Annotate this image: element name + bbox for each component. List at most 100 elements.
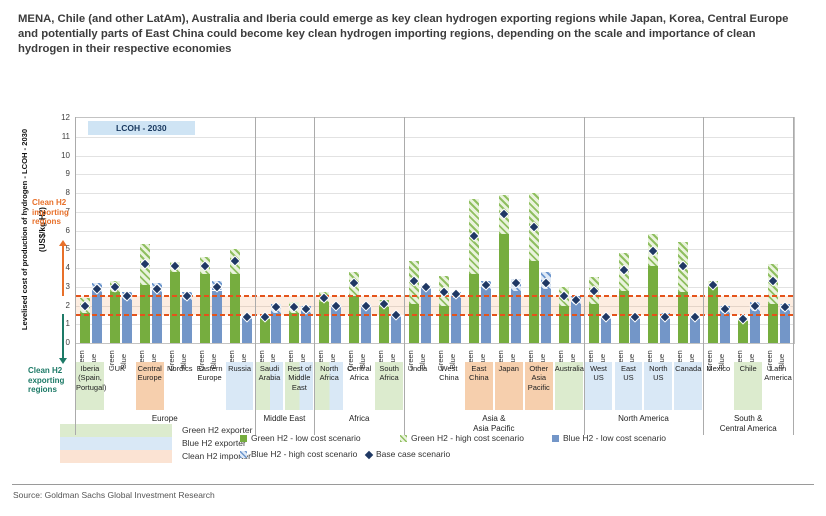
group-separator-line	[703, 117, 705, 435]
bar-green-low	[768, 303, 779, 343]
legend-label: Clean H2 importer	[182, 451, 251, 461]
group-label: South & Central America	[719, 414, 777, 433]
hgreen-legend-swatch-icon	[400, 435, 407, 442]
gridline	[76, 155, 794, 157]
region-label: Iberia (Spain, Portugal)	[76, 362, 106, 410]
exporter-importer-swatches	[60, 424, 172, 463]
y-tick-label: 0	[65, 338, 70, 347]
bar-green-low	[409, 303, 420, 343]
group-label: Middle East	[263, 414, 306, 423]
bar-blue-low	[630, 318, 641, 343]
region-label: East China	[464, 362, 493, 410]
legend-swatch	[60, 450, 172, 463]
y-tick-label: 4	[65, 263, 70, 272]
group-label: Europe	[151, 414, 178, 423]
group-separator-line	[254, 117, 256, 435]
source-note: Source: Goldman Sachs Global Investment …	[13, 490, 215, 500]
region-label: Russia	[225, 362, 254, 410]
region-label: Central Europe	[135, 362, 164, 410]
bar-green-low	[259, 318, 270, 343]
y-tick-label: 5	[65, 244, 70, 254]
y-tick-label: 8	[65, 188, 70, 197]
y-axis-subtitle: (US$/kg H2)	[38, 207, 47, 252]
group-separator-line	[404, 117, 406, 435]
bar-green-low	[109, 292, 120, 343]
gridline	[76, 136, 794, 138]
group-separator-line	[583, 117, 585, 435]
green-legend-swatch-icon	[240, 435, 247, 442]
chart-headline: MENA, Chile (and other LatAm), Australia…	[18, 13, 789, 55]
exporter-importer-labels: Green H2 exporter Blue H2 exporter Clean H…	[182, 424, 252, 463]
bar-blue-low	[570, 303, 581, 343]
bar-blue-low	[301, 313, 312, 343]
export-arrow-down-icon	[59, 310, 67, 364]
bar-blue-low	[780, 311, 790, 343]
bar-blue-low	[271, 313, 282, 343]
bar-blue-low	[450, 298, 461, 343]
y-axis-title: Levelised cost of production of hydrogen…	[20, 128, 29, 331]
diamond-legend-swatch-icon	[364, 450, 374, 460]
export-threshold-line	[76, 313, 794, 316]
series-legend-item: Blue H2 - high cost scenario	[240, 449, 357, 459]
gridline	[76, 230, 794, 232]
bar-blue-low	[211, 290, 222, 343]
bar-green-low	[738, 320, 749, 343]
import-export-band	[76, 296, 794, 315]
region-label: West China	[439, 364, 459, 383]
gridline	[76, 193, 794, 194]
hblue-legend-swatch-icon	[240, 451, 247, 458]
gridline	[76, 268, 794, 269]
bar-green-low	[319, 301, 330, 344]
bar-blue-low	[690, 318, 701, 343]
legend-swatch	[60, 437, 172, 450]
region-label: North US	[644, 362, 673, 410]
gridline	[76, 249, 794, 251]
y-tick-label: 3	[65, 281, 70, 291]
y-tick-label: 1	[65, 319, 70, 329]
region-label: North Africa	[315, 362, 344, 410]
series-legend-item: Green H2 - high cost scenario	[400, 433, 524, 443]
group-separator-line	[75, 117, 76, 435]
y-tick-label: 7	[65, 206, 70, 216]
region-labels: Iberia (Spain, Portugal) UK Central Europe…	[75, 362, 793, 412]
bar-blue-low	[720, 313, 731, 343]
region-label: West US	[584, 362, 613, 410]
bar-green-low	[80, 313, 90, 343]
y-tick-label: 12	[61, 113, 70, 122]
region-label: UK	[114, 364, 126, 373]
series-legend-item: Base case scenario	[364, 449, 450, 460]
gridline	[76, 286, 794, 288]
legend-swatch	[60, 424, 172, 437]
blue-legend-swatch-icon	[552, 435, 559, 442]
bar-blue-low	[510, 290, 521, 343]
bar-green-low	[439, 305, 449, 343]
bar-blue-low	[600, 318, 611, 343]
gridline	[76, 174, 794, 176]
region-label: Nordics	[167, 364, 193, 373]
import-arrow-up-icon	[59, 240, 67, 300]
group-separator-line	[314, 117, 316, 435]
bar-green-low	[169, 271, 180, 344]
bar-blue-low	[750, 311, 761, 343]
group-separator-line	[793, 117, 794, 435]
bar-blue-low	[151, 292, 162, 343]
bar-blue-low	[241, 318, 252, 343]
bar-green-low	[558, 305, 569, 343]
exporting-regions-annotation: Clean H2 exporting regions	[28, 366, 65, 395]
y-tick-label: 10	[61, 150, 70, 160]
bar-blue-low	[181, 299, 192, 343]
bar-green-low	[468, 273, 479, 343]
region-label: Latin America	[764, 364, 792, 383]
region-label: Chile	[734, 362, 763, 410]
bar-green-low	[618, 290, 629, 343]
footer-divider	[12, 484, 814, 485]
bar-green-low	[229, 273, 240, 343]
region-label: Canada	[674, 362, 703, 410]
region-label: Other Asia Pacific	[524, 362, 553, 410]
chart-title-chip: LCOH - 2030	[88, 121, 195, 135]
region-label: South Africa	[375, 362, 404, 410]
chart-area: Levelised cost of production of hydrogen…	[0, 100, 826, 440]
y-tick-label: 11	[61, 131, 70, 141]
y-tick-label: 2	[65, 300, 70, 310]
